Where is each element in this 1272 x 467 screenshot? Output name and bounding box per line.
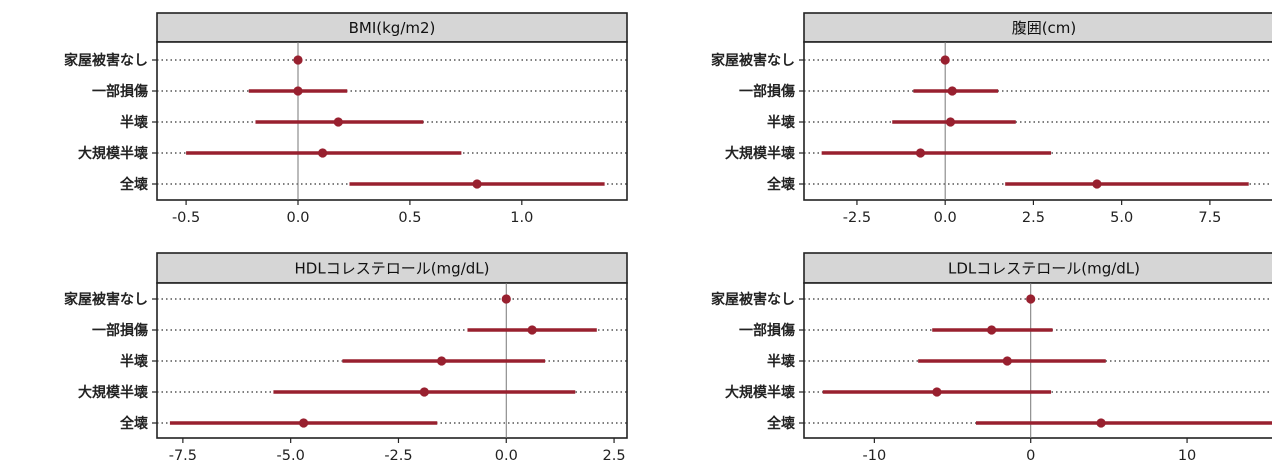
point-estimate (318, 148, 328, 158)
panel-title: HDLコレステロール(mg/dL) (295, 260, 490, 278)
x-tick-label: 10 (1178, 448, 1196, 464)
point-estimate (987, 325, 997, 335)
point-estimate (932, 387, 942, 397)
category-label: 家屋被害なし (711, 52, 795, 69)
category-label: 大規模半壊 (78, 145, 149, 162)
category-label: 一部損傷 (739, 83, 795, 100)
point-estimate (293, 86, 303, 96)
x-tick-label: -5.0 (277, 448, 305, 464)
category-label: 半壊 (120, 114, 149, 131)
plot-frame (803, 41, 1272, 201)
panel-header (803, 12, 1272, 43)
x-tick-label: -7.5 (169, 448, 197, 464)
x-tick-label: 0.5 (398, 210, 421, 226)
point-estimate (1026, 294, 1036, 304)
category-label: 一部損傷 (92, 83, 148, 100)
point-estimate (299, 418, 309, 428)
panel-title: LDLコレステロール(mg/dL) (948, 260, 1140, 278)
panel-title: 腹囲(cm) (1012, 19, 1077, 37)
category-label: 半壊 (767, 114, 796, 131)
category-label: 家屋被害なし (64, 291, 148, 308)
point-estimate (293, 55, 303, 65)
point-estimate (419, 387, 429, 397)
panel-title: BMI(kg/m2) (349, 19, 436, 37)
x-tick-label: 2.5 (1022, 210, 1045, 226)
point-estimate (940, 55, 950, 65)
point-estimate (527, 325, 537, 335)
x-tick-label: -2.5 (384, 448, 412, 464)
category-label: 大規模半壊 (725, 145, 796, 162)
category-label: 家屋被害なし (711, 291, 795, 308)
x-tick-label: -0.5 (172, 210, 200, 226)
panel-header (156, 12, 628, 43)
category-label: 半壊 (767, 353, 796, 370)
category-label: 半壊 (120, 353, 149, 370)
x-tick-label: 2.5 (603, 448, 626, 464)
x-tick-label: 1.0 (510, 210, 533, 226)
category-label: 大規模半壊 (78, 384, 149, 401)
category-label: 全壊 (119, 415, 149, 432)
point-estimate (472, 179, 482, 189)
category-label: 一部損傷 (92, 322, 148, 339)
point-estimate (501, 294, 511, 304)
point-estimate (1092, 179, 1102, 189)
category-label: 家屋被害なし (64, 52, 148, 69)
point-estimate (1096, 418, 1106, 428)
x-tick-label: 0.0 (934, 210, 957, 226)
category-label: 一部損傷 (739, 322, 795, 339)
x-tick-label: 7.5 (1198, 210, 1221, 226)
point-estimate (915, 148, 926, 158)
point-estimate (1002, 356, 1012, 366)
point-estimate (945, 117, 956, 127)
category-label: 全壊 (119, 176, 149, 193)
x-tick-label: -10 (863, 448, 887, 464)
x-tick-label: -2.5 (843, 210, 871, 226)
x-tick-label: 0.0 (286, 210, 309, 226)
x-tick-label: 0.0 (495, 448, 518, 464)
x-tick-label: 5.0 (1110, 210, 1133, 226)
panel-header (156, 252, 628, 284)
point-estimate (333, 117, 343, 127)
category-label: 大規模半壊 (725, 384, 796, 401)
category-label: 全壊 (766, 176, 796, 193)
point-estimate (436, 356, 447, 366)
point-estimate (947, 86, 957, 96)
category-label: 全壊 (766, 415, 796, 432)
x-tick-label: 0 (1026, 448, 1035, 464)
panel-header (803, 252, 1272, 284)
